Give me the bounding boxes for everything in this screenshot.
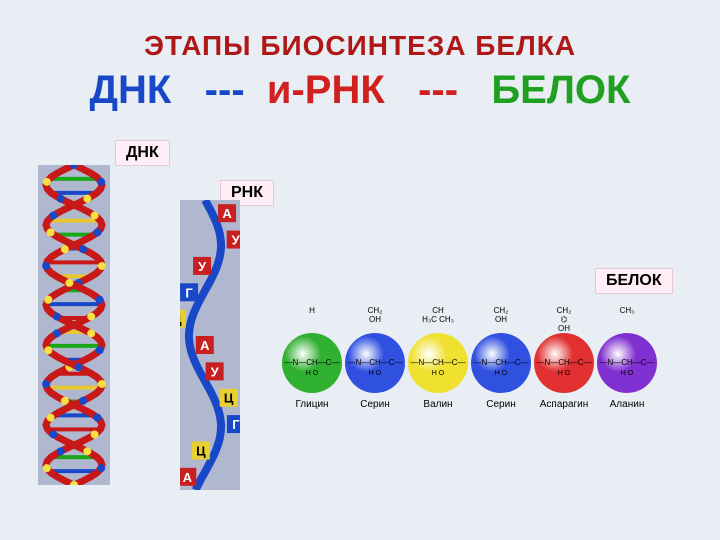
svg-text:H O: H O [621,370,634,377]
dna-label: ДНК [115,140,170,166]
svg-text:Ц: Ц [224,391,234,406]
side-chain-1: CH₂ OH [353,307,397,325]
svg-text:H O: H O [558,370,571,377]
aa-name-1: Серин [343,399,407,410]
svg-text:У: У [198,259,207,274]
svg-text:—N—CH—C—: —N—CH—C— [599,358,654,367]
svg-text:У: У [232,233,240,248]
svg-text:—N—CH—C—: —N—CH—C— [284,358,339,367]
side-chain-4: CH₂ ⌬ OH [542,307,586,333]
svg-text:H O: H O [306,370,319,377]
svg-text:—N—CH—C—: —N—CH—C— [347,358,402,367]
aa-name-4: Аспарагин [532,399,596,410]
svg-text:Г: Г [232,417,240,432]
dna-diagram [38,165,110,485]
svg-text:А: А [183,470,193,485]
title-line2: ДНК --- и-РНК --- БЕЛОК [0,68,720,113]
side-chain-2: CH H₃C CH₃ [416,307,460,325]
rna-diagram: АУУГЦАУЦГЦА [180,200,240,490]
svg-text:А: А [222,206,232,221]
svg-text:H O: H O [432,370,445,377]
aa-name-0: Глицин [280,399,344,410]
svg-text:А: А [200,338,210,353]
side-chain-3: CH₂ OH [479,307,523,325]
side-chain-0: H [290,307,334,316]
svg-text:—N—CH—C—: —N—CH—C— [536,358,591,367]
svg-text:Ц: Ц [196,443,206,458]
svg-text:H O: H O [369,370,382,377]
svg-text:H O: H O [495,370,508,377]
svg-text:—N—CH—C—: —N—CH—C— [410,358,465,367]
svg-text:—N—CH—C—: —N—CH—C— [473,358,528,367]
svg-text:Г: Г [185,285,193,300]
title-line1: ЭТАПЫ БИОСИНТЕЗА БЕЛКА [0,30,720,62]
side-chain-5: CH₃ [605,307,649,316]
protein-label: БЕЛОК [595,268,673,294]
aa-name-3: Серин [469,399,533,410]
aa-name-5: Аланин [595,399,659,410]
svg-text:У: У [211,364,220,379]
protein-diagram: —N—CH—C— H O —N—CH—C— H O —N—CH—C— H O —N—CH—C… [282,315,672,425]
aa-name-2: Валин [406,399,470,410]
